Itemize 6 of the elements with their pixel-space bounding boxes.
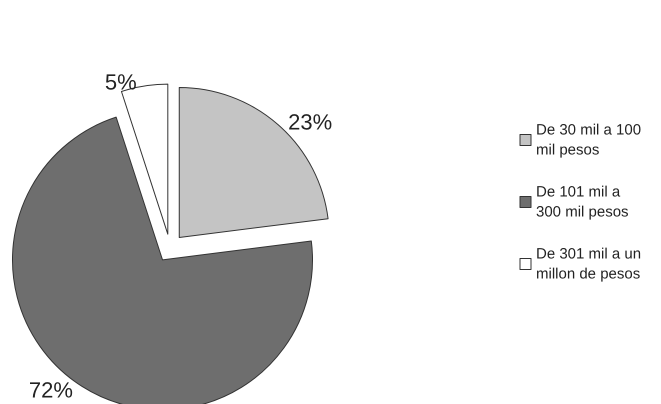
legend-label: De 101 mil a 300 mil pesos — [536, 184, 629, 220]
data-label: 23% — [288, 109, 332, 134]
data-label: 5% — [104, 70, 137, 95]
legend-label: De 30 mil a 100 mil pesos — [536, 122, 646, 158]
data-label: 72% — [28, 377, 73, 402]
legend-label: De 301 mil a un millon de pesos — [536, 246, 646, 282]
